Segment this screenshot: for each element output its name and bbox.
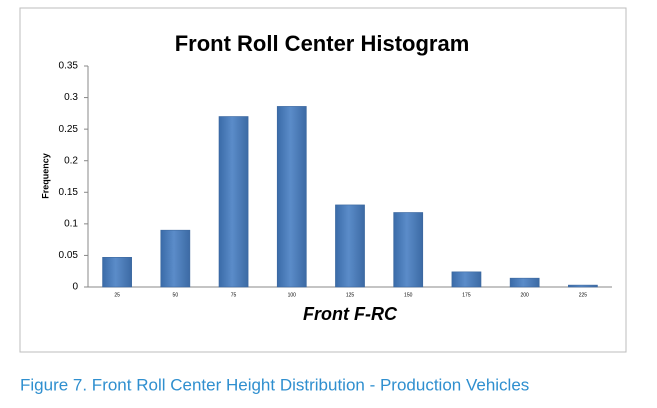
x-tick-label: 150 <box>404 292 413 298</box>
y-tick-label: 0.2 <box>64 155 78 166</box>
y-tick-label: 0.3 <box>64 92 78 103</box>
y-tick-label: 0.35 <box>59 61 79 72</box>
chart-title: Front Roll Center Histogram <box>175 31 470 56</box>
bar <box>509 277 540 288</box>
x-tick-label: 125 <box>346 292 355 298</box>
y-tick-label: 0 <box>72 282 78 293</box>
bar <box>335 204 365 288</box>
chart-frame <box>19 7 627 353</box>
bar <box>276 106 307 288</box>
x-axis-label: Front F-RC <box>303 304 398 324</box>
y-tick-label: 0.1 <box>64 218 78 229</box>
y-tick-label: 0.15 <box>59 187 79 198</box>
bar <box>451 271 482 288</box>
y-tick-label: 0.25 <box>59 124 79 135</box>
x-tick-label: 75 <box>231 292 237 298</box>
bar <box>160 229 191 288</box>
x-tick-label: 25 <box>114 292 120 298</box>
bar <box>568 284 598 288</box>
bar <box>393 212 424 288</box>
x-tick-label: 200 <box>520 292 529 298</box>
y-axis-label: Frequency <box>40 153 50 199</box>
y-tick-label: 0.05 <box>59 250 79 261</box>
bar <box>102 257 132 288</box>
x-tick-label: 225 <box>579 292 588 298</box>
x-tick-label: 100 <box>288 292 297 298</box>
x-tick-label: 50 <box>173 292 179 298</box>
bar <box>218 116 249 288</box>
x-tick-label: 175 <box>462 292 471 298</box>
caption: Figure 7. Front Roll Center Height Distr… <box>20 375 529 394</box>
